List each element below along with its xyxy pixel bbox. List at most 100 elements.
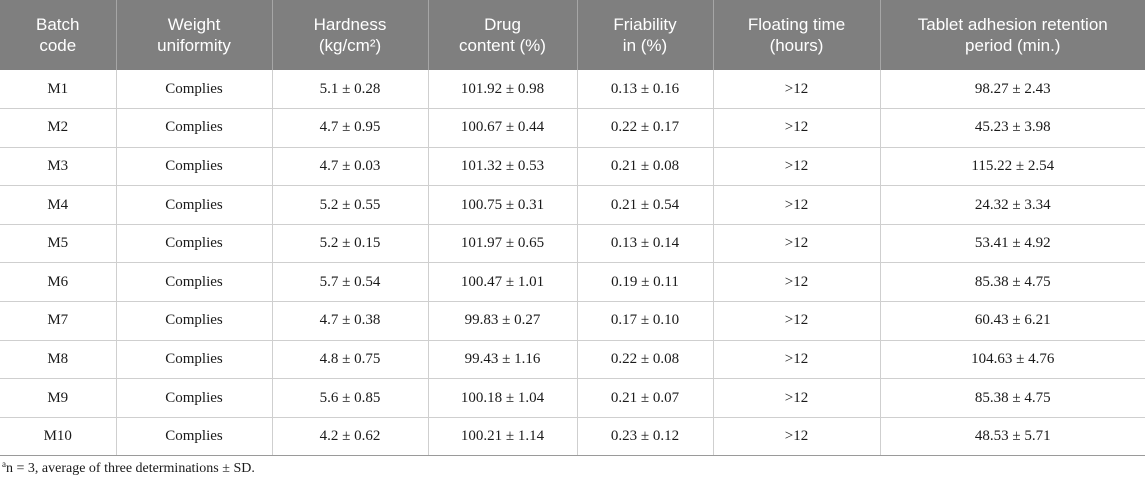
header-weight-uniformity-line: Weight [167,15,221,34]
header-batch-code-line: Batch [36,15,80,34]
cell-friability: 0.22 ± 0.17 [577,108,714,148]
cell-drug-content: 100.18 ± 1.04 [428,378,578,418]
cell-friability: 0.19 ± 0.11 [577,262,714,303]
cell-adhesion-retention: 45.23 ± 3.98 [880,108,1145,148]
cell-batch-code: M6 [0,262,117,303]
cell-floating-time: >12 [713,185,881,225]
cell-batch-code: M7 [0,301,117,341]
data-table-container: Batch code Weight uniformity Hardness (kg/cm²… [0,0,1145,457]
cell-floating-time: >12 [713,70,881,110]
cell-adhesion-retention: 85.38 ± 4.75 [880,378,1145,418]
cell-drug-content: 99.83 ± 0.27 [428,301,578,341]
cell-friability: 0.21 ± 0.54 [577,185,714,225]
cell-drug-content: 100.75 ± 0.31 [428,185,578,225]
cell-weight-uniformity: Complies [116,262,273,303]
header-friability: Friability in (%) [577,0,714,70]
cell-adhesion-retention: 48.53 ± 5.71 [880,417,1145,457]
cell-hardness: 5.2 ± 0.55 [272,185,429,225]
table-row: M5 Complies 5.2 ± 0.15 101.97 ± 0.65 0.13 ± … [0,224,1145,264]
cell-drug-content: 101.97 ± 0.65 [428,224,578,264]
header-adhesion-retention-line: period (min.) [965,36,1061,55]
cell-friability: 0.23 ± 0.12 [577,417,714,457]
cell-weight-uniformity: Complies [116,378,273,418]
table-footnote: an = 3, average of three determinations … [2,459,255,477]
cell-weight-uniformity: Complies [116,70,273,110]
cell-batch-code: M2 [0,108,117,148]
table-row: M4 Complies 5.2 ± 0.55 100.75 ± 0.31 0.21 ± … [0,185,1145,225]
cell-drug-content: 101.92 ± 0.98 [428,70,578,110]
cell-batch-code: M3 [0,147,117,187]
cell-hardness: 4.7 ± 0.95 [272,108,429,148]
header-drug-content-line: content (%) [459,36,546,55]
header-friability-line: Friability [613,15,677,34]
tablet-properties-table: Batch code Weight uniformity Hardness (kg/cm²… [0,0,1145,457]
cell-hardness: 5.7 ± 0.54 [272,262,429,303]
footnote-marker: a [2,459,6,469]
cell-adhesion-retention: 85.38 ± 4.75 [880,262,1145,303]
cell-hardness: 5.2 ± 0.15 [272,224,429,264]
cell-friability: 0.17 ± 0.10 [577,301,714,341]
table-row: M7 Complies 4.7 ± 0.38 99.83 ± 0.27 0.17 ± 0… [0,301,1145,341]
cell-weight-uniformity: Complies [116,417,273,457]
cell-batch-code: M4 [0,185,117,225]
header-floating-time: Floating time (hours) [713,0,881,70]
header-adhesion-retention: Tablet adhesion retention period (min.) [880,0,1145,70]
cell-weight-uniformity: Complies [116,185,273,225]
cell-weight-uniformity: Complies [116,147,273,187]
cell-floating-time: >12 [713,378,881,418]
cell-weight-uniformity: Complies [116,340,273,380]
header-adhesion-retention-line: Tablet adhesion retention [917,15,1108,34]
header-friability-line: in (%) [622,36,668,55]
cell-batch-code: M5 [0,224,117,264]
table-row: M10 Complies 4.2 ± 0.62 100.21 ± 1.14 0.23 ±… [0,417,1145,457]
header-weight-uniformity: Weight uniformity [116,0,273,70]
table-header: Batch code Weight uniformity Hardness (kg/cm²… [0,0,1145,70]
cell-batch-code: M9 [0,378,117,418]
cell-hardness: 4.7 ± 0.03 [272,147,429,187]
cell-friability: 0.21 ± 0.07 [577,378,714,418]
cell-friability: 0.21 ± 0.08 [577,147,714,187]
cell-floating-time: >12 [713,108,881,148]
header-floating-time-line: (hours) [769,36,824,55]
cell-hardness: 4.2 ± 0.62 [272,417,429,457]
cell-drug-content: 100.47 ± 1.01 [428,262,578,303]
header-drug-content-line: Drug [484,15,521,34]
cell-floating-time: >12 [713,417,881,457]
header-batch-code-line: code [39,36,77,55]
header-row: Batch code Weight uniformity Hardness (kg/cm²… [0,0,1145,70]
cell-floating-time: >12 [713,301,881,341]
table-row: M6 Complies 5.7 ± 0.54 100.47 ± 1.01 0.19 ± … [0,262,1145,303]
table-row: M9 Complies 5.6 ± 0.85 100.18 ± 1.04 0.21 ± … [0,378,1145,418]
cell-drug-content: 101.32 ± 0.53 [428,147,578,187]
cell-hardness: 5.6 ± 0.85 [272,378,429,418]
cell-floating-time: >12 [713,262,881,303]
table-row: M2 Complies 4.7 ± 0.95 100.67 ± 0.44 0.22 ± … [0,108,1145,148]
cell-weight-uniformity: Complies [116,108,273,148]
cell-floating-time: >12 [713,224,881,264]
cell-hardness: 5.1 ± 0.28 [272,70,429,110]
cell-adhesion-retention: 60.43 ± 6.21 [880,301,1145,341]
header-hardness-line: (kg/cm²) [318,36,382,55]
cell-adhesion-retention: 24.32 ± 3.34 [880,185,1145,225]
header-drug-content: Drug content (%) [428,0,578,70]
header-hardness-line: Hardness [313,15,387,34]
cell-drug-content: 99.43 ± 1.16 [428,340,578,380]
cell-adhesion-retention: 104.63 ± 4.76 [880,340,1145,380]
cell-friability: 0.13 ± 0.16 [577,70,714,110]
header-batch-code: Batch code [0,0,117,70]
header-floating-time-line: Floating time [747,15,846,34]
table-row: M8 Complies 4.8 ± 0.75 99.43 ± 1.16 0.22 ± 0… [0,340,1145,380]
cell-weight-uniformity: Complies [116,224,273,264]
cell-hardness: 4.7 ± 0.38 [272,301,429,341]
cell-floating-time: >12 [713,147,881,187]
cell-adhesion-retention: 53.41 ± 4.92 [880,224,1145,264]
cell-weight-uniformity: Complies [116,301,273,341]
footnote-text: n = 3, average of three determinations ±… [6,461,255,476]
cell-batch-code: M10 [0,417,117,457]
cell-hardness: 4.8 ± 0.75 [272,340,429,380]
cell-friability: 0.13 ± 0.14 [577,224,714,264]
cell-friability: 0.22 ± 0.08 [577,340,714,380]
cell-batch-code: M8 [0,340,117,380]
cell-floating-time: >12 [713,340,881,380]
cell-batch-code: M1 [0,70,117,110]
